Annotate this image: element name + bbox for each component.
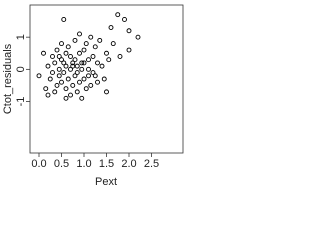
point <box>90 70 96 76</box>
x-tick-label: 2.0 <box>121 158 136 170</box>
point <box>99 63 105 69</box>
point <box>88 34 94 40</box>
x-tick-label: 0.5 <box>54 158 69 170</box>
point <box>77 50 82 56</box>
point <box>83 86 89 92</box>
point <box>59 79 64 85</box>
point <box>74 63 80 69</box>
point <box>101 76 107 82</box>
point <box>45 63 51 69</box>
point <box>81 47 87 53</box>
point <box>72 73 78 79</box>
point <box>70 60 76 66</box>
point <box>74 89 80 95</box>
point <box>72 57 78 63</box>
x-tick-label: 1.0 <box>76 158 91 170</box>
point <box>72 37 78 43</box>
point <box>81 76 87 82</box>
y-tick-label: -1 <box>15 97 27 107</box>
point <box>95 60 100 66</box>
page: {"chart_data": {"type": "scatter", "x_la… <box>1 4 184 188</box>
point <box>90 54 96 59</box>
point <box>65 44 71 50</box>
point <box>74 70 80 76</box>
point <box>110 41 116 47</box>
point <box>104 50 109 56</box>
point <box>92 73 98 79</box>
point <box>52 60 58 66</box>
point <box>70 63 76 69</box>
point <box>47 76 53 82</box>
point <box>50 54 55 59</box>
point <box>63 50 69 56</box>
point <box>45 92 51 98</box>
point <box>83 41 89 47</box>
point <box>59 57 64 63</box>
point <box>61 60 67 66</box>
point <box>41 50 46 56</box>
point <box>59 41 64 47</box>
point <box>68 66 73 72</box>
point <box>50 70 55 76</box>
point <box>126 28 132 34</box>
point <box>63 95 69 101</box>
y-tick-label: 1 <box>15 34 27 40</box>
point <box>86 57 91 63</box>
point <box>36 73 42 79</box>
point <box>95 79 100 85</box>
point <box>106 57 112 63</box>
point <box>77 79 82 85</box>
point <box>43 86 49 92</box>
point <box>54 47 60 53</box>
point <box>97 37 103 43</box>
point <box>126 47 132 53</box>
point <box>104 89 109 95</box>
x-tick-label: 1.5 <box>99 158 114 170</box>
point <box>79 60 85 66</box>
x-axis-label: Pext <box>95 176 117 188</box>
point <box>61 70 67 76</box>
point <box>79 66 85 72</box>
point <box>92 44 98 50</box>
point <box>135 34 141 40</box>
point <box>70 82 76 88</box>
point <box>88 82 94 88</box>
point <box>54 82 60 88</box>
point <box>115 12 121 18</box>
y-axis-label: Ctot_residuals <box>2 43 14 114</box>
point <box>61 17 67 22</box>
point <box>81 60 87 66</box>
point <box>63 63 69 69</box>
point <box>77 31 82 37</box>
point <box>68 92 73 98</box>
point <box>86 66 91 72</box>
point <box>86 73 91 79</box>
point <box>52 89 58 95</box>
point <box>79 95 85 101</box>
point <box>117 54 123 59</box>
point <box>65 76 71 82</box>
x-tick-label: 2.5 <box>144 158 159 170</box>
x-tick-label: 0.0 <box>31 158 46 170</box>
point <box>56 66 62 72</box>
point <box>63 86 69 92</box>
y-tick-label: 0 <box>15 66 27 72</box>
point <box>56 73 62 79</box>
point <box>56 54 62 59</box>
point <box>68 54 73 59</box>
chart: Pext Ctot_residuals 0.0 0.5 1.0 1.5 2.0 2.5 -1… <box>2 4 184 188</box>
point <box>122 17 127 22</box>
point <box>108 25 114 30</box>
